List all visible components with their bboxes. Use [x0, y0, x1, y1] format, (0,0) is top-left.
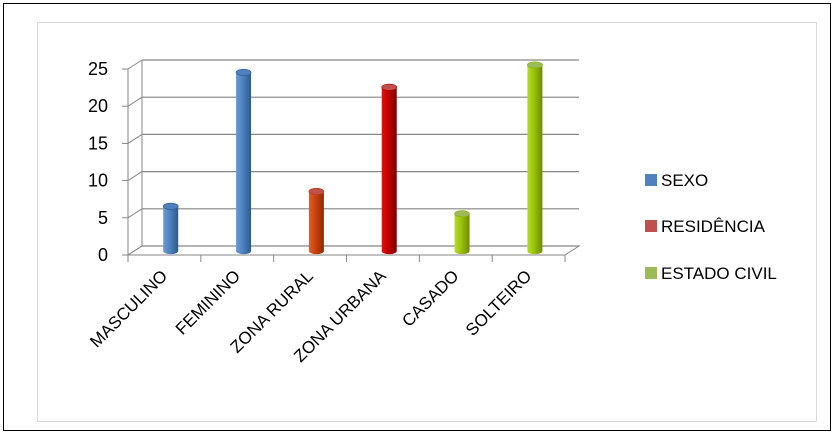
- legend-label: RESIDÊNCIA: [661, 217, 766, 236]
- bar-base: [381, 247, 397, 255]
- bar-body: [527, 64, 543, 251]
- gridline-depth: [127, 133, 143, 144]
- bar-body: [163, 206, 179, 251]
- bar-base: [163, 247, 179, 255]
- gridline-depth: [127, 96, 143, 107]
- bar-feminino: [235, 68, 252, 255]
- bar-top: [308, 187, 325, 195]
- bar-masculino: [162, 202, 179, 255]
- bar-body: [454, 213, 470, 251]
- y-tick-label: 15: [88, 133, 108, 153]
- plot-walls: [126, 60, 581, 262]
- x-category-label: CASADO: [398, 266, 462, 330]
- bar-solteiro: [527, 61, 543, 255]
- bar-top: [454, 210, 470, 218]
- bar-body: [308, 191, 324, 251]
- floor: [126, 245, 581, 256]
- gridline-depth: [127, 59, 143, 70]
- legend-label: SEXO: [661, 171, 708, 190]
- bar-base: [308, 247, 324, 255]
- bar-top: [381, 83, 398, 91]
- bar-base: [454, 247, 470, 255]
- bar-base: [527, 247, 543, 255]
- y-tick-label: 0: [98, 245, 108, 265]
- legend: SEXO RESIDÊNCIA ESTADO CIVIL: [645, 171, 777, 283]
- bar-top: [527, 61, 543, 69]
- y-tick-label: 5: [98, 208, 108, 228]
- y-tick-label: 10: [88, 171, 108, 191]
- x-category-label: MASCULINO: [86, 266, 171, 351]
- legend-swatch: [645, 220, 657, 232]
- legend-label: ESTADO CIVIL: [661, 264, 777, 283]
- y-axis-ticks: 0 5 10 15 20 25: [88, 59, 128, 265]
- gridline-depth: [127, 208, 143, 219]
- bar-zona-urbana: [381, 83, 398, 255]
- x-category-label: FEMININO: [172, 266, 244, 338]
- bar-body: [381, 87, 397, 251]
- chart-frame: [3, 3, 831, 431]
- y-tick-label: 20: [88, 96, 108, 116]
- bar-body: [236, 72, 252, 251]
- legend-swatch: [645, 174, 657, 186]
- bar-top: [162, 202, 179, 210]
- bar-casado: [454, 210, 470, 255]
- chart-area: [37, 22, 817, 422]
- y-tick-label: 25: [88, 59, 108, 79]
- bars: [162, 61, 543, 255]
- bar-base: [236, 247, 252, 255]
- gridlines: [127, 59, 579, 256]
- legend-swatch: [645, 267, 657, 279]
- gridline-depth: [127, 245, 143, 256]
- bar-top: [235, 68, 252, 76]
- bar-zona-rural: [308, 187, 325, 255]
- gridline-depth: [127, 171, 143, 182]
- x-category-label: SOLTEIRO: [462, 266, 535, 339]
